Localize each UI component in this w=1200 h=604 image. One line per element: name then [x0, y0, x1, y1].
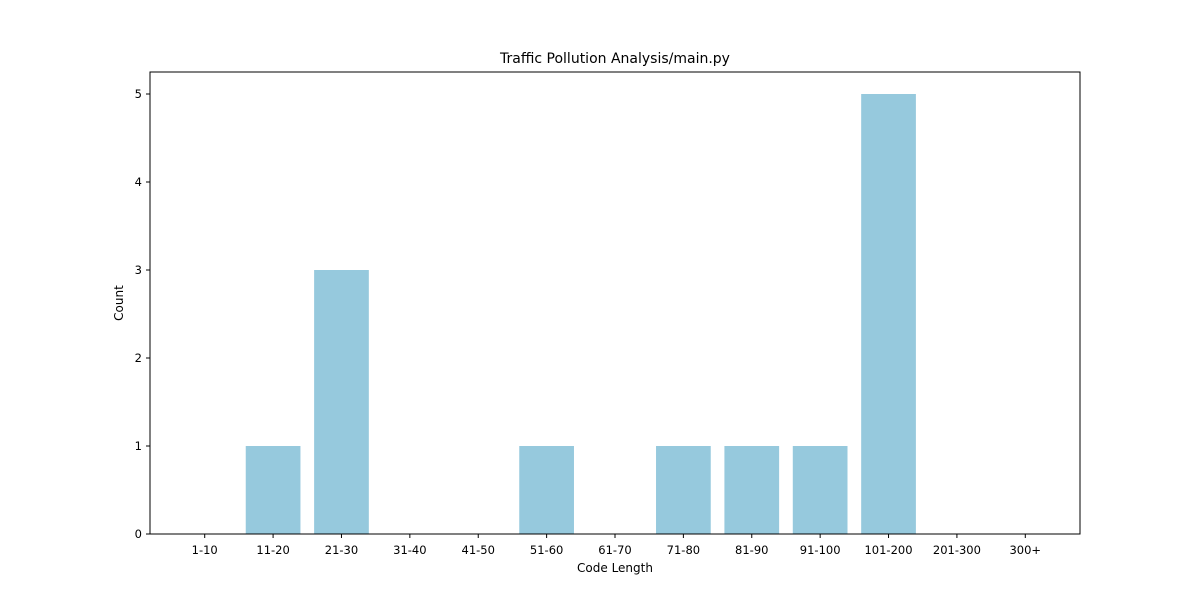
x-tick-label: 1-10: [192, 543, 218, 557]
y-tick-label: 2: [135, 351, 142, 365]
x-tick-label: 41-50: [462, 543, 495, 557]
x-axis-label: Code Length: [577, 561, 653, 575]
y-tick-label: 0: [135, 527, 142, 541]
y-tick-label: 1: [135, 439, 142, 453]
y-axis-ticks: 0 1 2 3 4 5: [135, 87, 150, 541]
x-tick-label: 201-300: [933, 543, 981, 557]
y-axis-label: Count: [112, 285, 126, 321]
bar-101-200: [861, 94, 916, 534]
x-tick-label: 61-70: [598, 543, 631, 557]
x-tick-label: 91-100: [800, 543, 841, 557]
x-tick-label: 31-40: [393, 543, 426, 557]
y-tick-label: 3: [135, 263, 142, 277]
x-tick-label: 21-30: [325, 543, 358, 557]
x-tick-label: 11-20: [256, 543, 289, 557]
bar-81-90: [724, 446, 779, 534]
bar-51-60: [519, 446, 574, 534]
x-axis-ticks: 1-10 11-20 21-30 31-40 41-50 51-60 61-70 71-80 8…: [192, 534, 1041, 557]
bar-71-80: [656, 446, 711, 534]
bars-group: [246, 94, 916, 534]
x-tick-label: 300+: [1009, 543, 1041, 557]
y-tick-label: 4: [135, 175, 142, 189]
y-tick-label: 5: [135, 87, 142, 101]
bar-11-20: [246, 446, 301, 534]
x-tick-label: 101-200: [864, 543, 912, 557]
bar-21-30: [314, 270, 369, 534]
x-tick-label: 51-60: [530, 543, 563, 557]
bar-91-100: [793, 446, 848, 534]
x-tick-label: 71-80: [667, 543, 700, 557]
x-tick-label: 81-90: [735, 543, 768, 557]
chart-title: Traffic Pollution Analysis/main.py: [499, 51, 730, 67]
